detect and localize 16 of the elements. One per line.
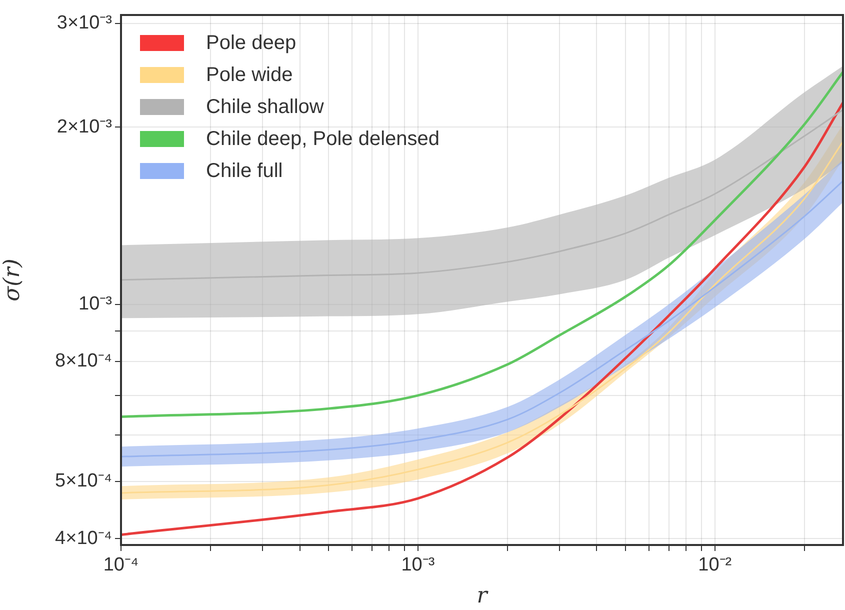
x-tick-label: 10⁻⁴ bbox=[103, 554, 139, 576]
y-tick-label: 3×10⁻³ bbox=[56, 12, 112, 34]
y-tick-label: 2×10⁻³ bbox=[56, 116, 112, 138]
y-axis-title: σ(r) bbox=[0, 258, 25, 302]
legend-label: Chile shallow bbox=[206, 96, 324, 118]
legend-label: Chile full bbox=[206, 160, 283, 182]
y-tick-label: 5×10⁻⁴ bbox=[55, 470, 112, 492]
y-tick-label: 8×10⁻⁴ bbox=[55, 350, 112, 372]
legend-label: Pole wide bbox=[206, 64, 293, 86]
y-tick-label: 10⁻³ bbox=[78, 293, 112, 314]
x-tick-label: 10⁻² bbox=[698, 554, 732, 576]
legend-label: Pole deep bbox=[206, 32, 296, 54]
x-axis-title: r bbox=[476, 584, 489, 609]
y-tick-label: 4×10⁻⁴ bbox=[55, 528, 112, 549]
x-tick-label: 10⁻³ bbox=[401, 554, 435, 576]
legend-label: Chile deep, Pole delensed bbox=[206, 128, 440, 150]
